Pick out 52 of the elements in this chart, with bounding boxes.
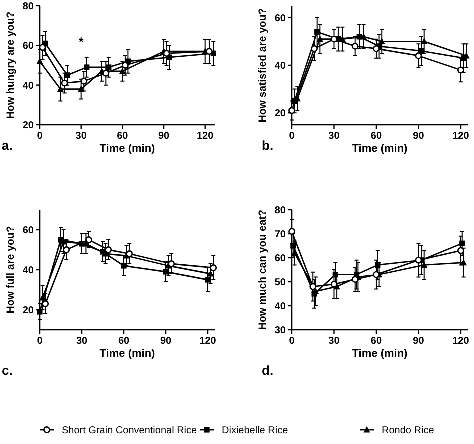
y-tick-label: 20 [22,306,34,316]
x-axis-title: Time (min) [352,143,408,155]
y-tick-label: 20 [22,120,34,132]
x-tick-label: 0 [289,336,296,347]
y-axis-title: How much can you eat? [257,210,269,330]
legend-label: Rondo Rice [382,426,435,436]
text: a. [2,138,13,153]
y-axis-title: How hungry are you? [5,12,17,120]
y-tick-label: 40 [274,302,286,312]
y-tick-label: 80 [274,206,286,216]
annotation: * [79,35,84,49]
legend-label: Dixiebelle Rice [222,426,289,436]
x-tick-label: 30 [328,336,340,347]
x-tick-label: 120 [197,131,214,142]
x-tick-label: 0 [37,336,44,347]
x-tick-label: 120 [200,336,217,347]
y-tick-label: 80 [22,2,34,12]
y-tick-label: 40 [22,80,34,92]
y-tick-label: 50 [274,278,286,288]
x-tick-label: 120 [452,336,470,347]
x-tick-label: 0 [37,131,44,142]
x-tick-label: 60 [117,131,129,142]
x-axis-title: Time (min) [100,143,156,155]
x-tick-label: 30 [76,336,88,347]
legend-label: Short Grain Conventional Rice [62,426,198,436]
y-tick-label: 60 [274,254,286,264]
y-tick-label: 40 [274,61,286,72]
y-tick-label: 40 [22,266,34,276]
y-axis-title: How satisfied are you? [257,8,269,123]
x-tick-label: 30 [328,131,340,142]
y-tick-label: 60 [22,41,34,52]
x-tick-label: 90 [413,336,425,347]
y-tick-label: 30 [274,326,286,336]
y-tick-label: 60 [274,13,286,24]
text: d. [262,363,274,378]
y-tick-label: 20 [274,108,286,120]
text: b. [262,138,274,153]
x-tick-label: 60 [370,131,382,142]
text: c. [2,363,13,378]
x-tick-label: 60 [370,336,382,347]
x-tick-label: 30 [76,131,88,142]
x-axis-title: Time (min) [352,348,408,360]
y-tick-label: 70 [274,230,286,240]
y-axis-title: How full are you? [5,226,17,314]
x-tick-label: 120 [452,131,470,142]
x-tick-label: 90 [158,131,170,142]
x-tick-label: 0 [289,131,296,142]
x-tick-label: 90 [413,131,425,142]
x-axis-title: Time (min) [100,348,156,360]
y-tick-label: 60 [22,226,34,236]
x-tick-label: 90 [160,336,172,347]
x-tick-label: 60 [118,336,130,347]
